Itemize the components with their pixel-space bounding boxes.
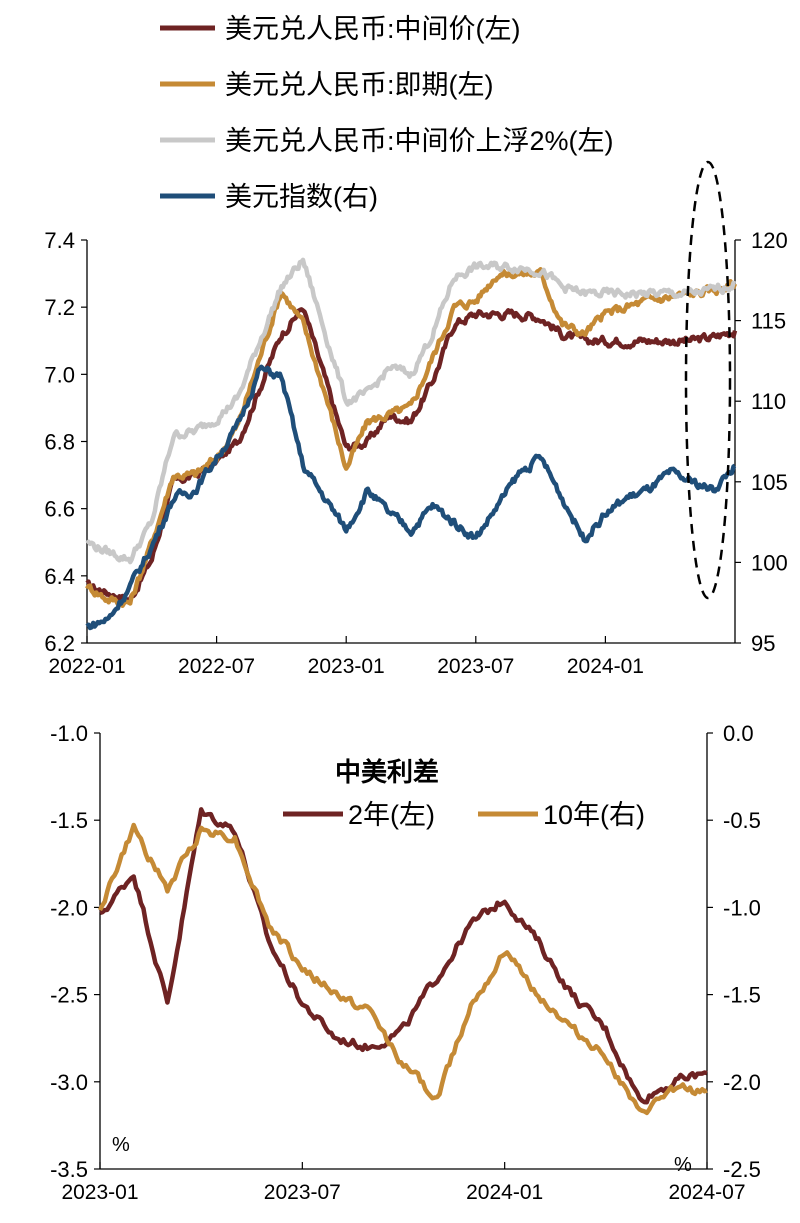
chart2-series bbox=[97, 807, 708, 1116]
chart2-right-unit: % bbox=[674, 1154, 692, 1176]
chart2-xlabel: 2024-01 bbox=[466, 1181, 543, 1204]
chart2-axes: -1.0 -1.5 -2.0 -2.5 -3.0 -3.5 0.0 -0.5 -1.0 -1.5 -… bbox=[50, 721, 761, 1204]
chart2-ylabel-left: -1.5 bbox=[50, 808, 88, 833]
chart1-series-line-3 bbox=[85, 364, 737, 631]
chart1-ylabel-left: 7.2 bbox=[44, 295, 75, 320]
chart1-ylabel-left: 6.2 bbox=[44, 631, 75, 656]
chart1-ylabel-left: 7.0 bbox=[44, 362, 75, 387]
chart1-legend-label-0: 美元兑人民币:中间价(左) bbox=[225, 14, 520, 44]
chart1-ylabel-right: 100 bbox=[751, 550, 788, 575]
chart2-ylabel-right: -1.5 bbox=[723, 983, 761, 1008]
chart2-ylabel-right: -2.5 bbox=[723, 1157, 761, 1182]
chart1-xlabel: 2022-07 bbox=[178, 655, 255, 678]
chart1-ylabel-left: 7.4 bbox=[44, 228, 75, 253]
chart2-xlabel: 2024-07 bbox=[668, 1181, 745, 1204]
chart1-legend-label-2: 美元兑人民币:中间价上浮2%(左) bbox=[225, 126, 614, 156]
chart1-ylabel-left: 6.6 bbox=[44, 497, 75, 522]
chart2-legend-label-1: 10年(右) bbox=[543, 800, 645, 830]
chart2-ylabel-left: -2.5 bbox=[50, 983, 88, 1008]
chart1-ylabel-right: 105 bbox=[751, 470, 788, 495]
chart2-ylabel-right: -0.5 bbox=[723, 808, 761, 833]
chart2-legend-label-0: 2年(左) bbox=[348, 800, 435, 830]
chart2-ylabel-right: 0.0 bbox=[723, 721, 754, 746]
chart2-series-line-0 bbox=[99, 807, 708, 1105]
chart1-series-line-1 bbox=[85, 267, 738, 609]
chart2-ylabel-left: -3.0 bbox=[50, 1070, 88, 1095]
chart1-xlabel: 2023-07 bbox=[437, 655, 514, 678]
chart1-ylabel-left: 6.4 bbox=[44, 564, 75, 589]
chart2-ylabel-left: -1.0 bbox=[50, 721, 88, 746]
chart1-xlabel: 2023-01 bbox=[308, 655, 385, 678]
chart2-left-unit: % bbox=[112, 1134, 130, 1156]
chart2-ylabel-left: -3.5 bbox=[50, 1157, 88, 1182]
chart2-legend: 2年(左) 10年(右) bbox=[283, 800, 645, 830]
chart2-ylabel-left: -2.0 bbox=[50, 895, 88, 920]
chart1-series bbox=[85, 257, 738, 631]
chart1-series-line-2 bbox=[85, 257, 737, 565]
chart1-legend-label-1: 美元兑人民币:即期(左) bbox=[225, 70, 493, 100]
chart1-ylabel-right: 120 bbox=[751, 228, 788, 253]
chart2-xlabel: 2023-07 bbox=[264, 1181, 341, 1204]
chart1-xlabel: 2022-01 bbox=[48, 655, 125, 678]
chart2-series-line-1 bbox=[97, 822, 708, 1116]
chart1-ylabel-right: 115 bbox=[751, 309, 786, 334]
chart1-highlight-ellipse bbox=[684, 160, 732, 600]
chart1-ylabel-left: 6.8 bbox=[44, 430, 75, 455]
chart1-ylabel-right: 95 bbox=[751, 631, 775, 656]
chart1-xlabel: 2024-01 bbox=[567, 655, 644, 678]
chart2-xlabel: 2023-01 bbox=[61, 1181, 138, 1204]
chart1-axes: 6.2 6.4 6.6 6.8 7.0 7.2 7.4 95 100 105 110 115 120 20… bbox=[44, 228, 787, 678]
chart1-series-line-0 bbox=[85, 307, 738, 603]
chart1-legend-label-3: 美元指数(右) bbox=[225, 182, 378, 212]
chart1-ylabel-right: 110 bbox=[751, 389, 786, 414]
chart2-ylabel-right: -2.0 bbox=[723, 1070, 761, 1095]
chart1-legend: 美元兑人民币:中间价(左) 美元兑人民币:即期(左) 美元兑人民币:中间价上浮2… bbox=[160, 14, 614, 212]
chart2-title: 中美利差 bbox=[335, 757, 439, 787]
chart2-ylabel-right: -1.0 bbox=[723, 895, 761, 920]
